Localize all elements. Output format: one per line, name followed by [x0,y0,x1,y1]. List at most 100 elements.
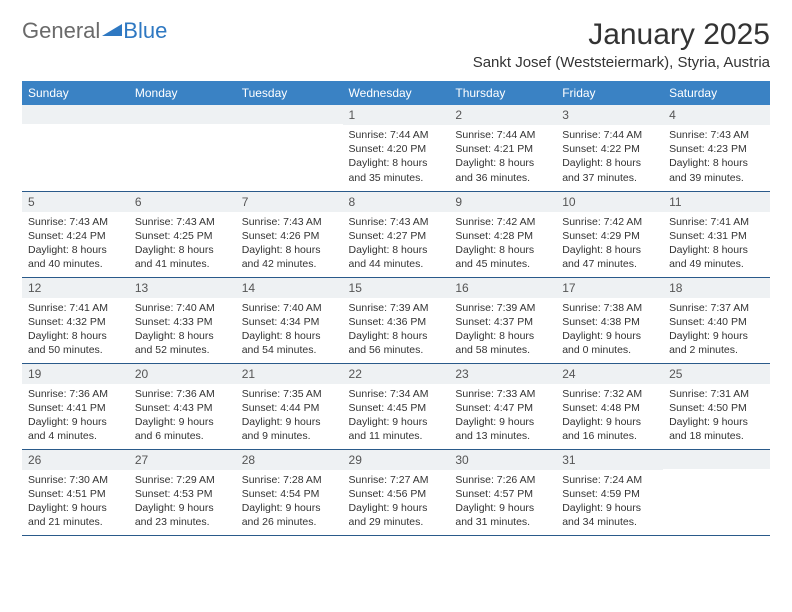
day-cell: 12Sunrise: 7:41 AMSunset: 4:32 PMDayligh… [22,277,129,363]
day-content: Sunrise: 7:29 AMSunset: 4:53 PMDaylight:… [129,470,236,535]
day-content: Sunrise: 7:43 AMSunset: 4:23 PMDaylight:… [663,125,770,190]
day-number [663,450,770,469]
logo: General Blue [22,18,167,44]
day-content: Sunrise: 7:41 AMSunset: 4:32 PMDaylight:… [22,298,129,363]
day-number: 10 [556,192,663,212]
day-number: 30 [449,450,556,470]
week-row: 5Sunrise: 7:43 AMSunset: 4:24 PMDaylight… [22,191,770,277]
day-number: 1 [343,105,450,125]
day-content: Sunrise: 7:41 AMSunset: 4:31 PMDaylight:… [663,212,770,277]
day-cell: 11Sunrise: 7:41 AMSunset: 4:31 PMDayligh… [663,191,770,277]
day-number: 23 [449,364,556,384]
day-cell: 1Sunrise: 7:44 AMSunset: 4:20 PMDaylight… [343,105,450,191]
day-content: Sunrise: 7:44 AMSunset: 4:20 PMDaylight:… [343,125,450,190]
day-cell: 21Sunrise: 7:35 AMSunset: 4:44 PMDayligh… [236,363,343,449]
day-content: Sunrise: 7:42 AMSunset: 4:29 PMDaylight:… [556,212,663,277]
weekday-header: Monday [129,81,236,105]
day-content: Sunrise: 7:30 AMSunset: 4:51 PMDaylight:… [22,470,129,535]
day-number [236,105,343,124]
day-content: Sunrise: 7:37 AMSunset: 4:40 PMDaylight:… [663,298,770,363]
logo-text-blue: Blue [123,18,167,44]
calendar-body: 1Sunrise: 7:44 AMSunset: 4:20 PMDaylight… [22,105,770,535]
day-content: Sunrise: 7:43 AMSunset: 4:25 PMDaylight:… [129,212,236,277]
day-cell: 19Sunrise: 7:36 AMSunset: 4:41 PMDayligh… [22,363,129,449]
day-content: Sunrise: 7:44 AMSunset: 4:22 PMDaylight:… [556,125,663,190]
day-content: Sunrise: 7:43 AMSunset: 4:26 PMDaylight:… [236,212,343,277]
day-content: Sunrise: 7:26 AMSunset: 4:57 PMDaylight:… [449,470,556,535]
weekday-header: Sunday [22,81,129,105]
day-number [22,105,129,124]
day-content: Sunrise: 7:43 AMSunset: 4:27 PMDaylight:… [343,212,450,277]
day-number: 26 [22,450,129,470]
day-content: Sunrise: 7:27 AMSunset: 4:56 PMDaylight:… [343,470,450,535]
day-number: 24 [556,364,663,384]
weekday-header: Friday [556,81,663,105]
day-number: 29 [343,450,450,470]
day-content: Sunrise: 7:31 AMSunset: 4:50 PMDaylight:… [663,384,770,449]
day-number: 19 [22,364,129,384]
day-cell: 5Sunrise: 7:43 AMSunset: 4:24 PMDaylight… [22,191,129,277]
day-cell: 25Sunrise: 7:31 AMSunset: 4:50 PMDayligh… [663,363,770,449]
day-number: 22 [343,364,450,384]
weekday-header-row: Sunday Monday Tuesday Wednesday Thursday… [22,81,770,105]
day-content: Sunrise: 7:42 AMSunset: 4:28 PMDaylight:… [449,212,556,277]
day-number: 25 [663,364,770,384]
day-number: 3 [556,105,663,125]
weekday-header: Thursday [449,81,556,105]
day-cell: 29Sunrise: 7:27 AMSunset: 4:56 PMDayligh… [343,449,450,535]
day-cell: 17Sunrise: 7:38 AMSunset: 4:38 PMDayligh… [556,277,663,363]
day-cell [22,105,129,191]
day-number: 7 [236,192,343,212]
day-cell: 26Sunrise: 7:30 AMSunset: 4:51 PMDayligh… [22,449,129,535]
day-number: 17 [556,278,663,298]
day-cell: 14Sunrise: 7:40 AMSunset: 4:34 PMDayligh… [236,277,343,363]
day-content: Sunrise: 7:39 AMSunset: 4:37 PMDaylight:… [449,298,556,363]
day-content: Sunrise: 7:34 AMSunset: 4:45 PMDaylight:… [343,384,450,449]
day-cell: 13Sunrise: 7:40 AMSunset: 4:33 PMDayligh… [129,277,236,363]
day-cell [236,105,343,191]
weekday-header: Tuesday [236,81,343,105]
day-content: Sunrise: 7:39 AMSunset: 4:36 PMDaylight:… [343,298,450,363]
day-number [129,105,236,124]
day-cell: 2Sunrise: 7:44 AMSunset: 4:21 PMDaylight… [449,105,556,191]
logo-text-general: General [22,18,100,44]
header: General Blue January 2025 Sankt Josef (W… [22,18,770,71]
day-number: 8 [343,192,450,212]
day-cell: 7Sunrise: 7:43 AMSunset: 4:26 PMDaylight… [236,191,343,277]
day-number: 20 [129,364,236,384]
week-row: 12Sunrise: 7:41 AMSunset: 4:32 PMDayligh… [22,277,770,363]
day-cell: 9Sunrise: 7:42 AMSunset: 4:28 PMDaylight… [449,191,556,277]
weekday-header: Saturday [663,81,770,105]
day-number: 5 [22,192,129,212]
month-title: January 2025 [473,18,770,52]
day-number: 9 [449,192,556,212]
day-cell: 4Sunrise: 7:43 AMSunset: 4:23 PMDaylight… [663,105,770,191]
day-number: 27 [129,450,236,470]
day-cell: 6Sunrise: 7:43 AMSunset: 4:25 PMDaylight… [129,191,236,277]
day-number: 16 [449,278,556,298]
day-content: Sunrise: 7:32 AMSunset: 4:48 PMDaylight:… [556,384,663,449]
day-number: 18 [663,278,770,298]
day-number: 14 [236,278,343,298]
day-content: Sunrise: 7:40 AMSunset: 4:33 PMDaylight:… [129,298,236,363]
week-row: 19Sunrise: 7:36 AMSunset: 4:41 PMDayligh… [22,363,770,449]
calendar-table: Sunday Monday Tuesday Wednesday Thursday… [22,81,770,536]
day-cell: 24Sunrise: 7:32 AMSunset: 4:48 PMDayligh… [556,363,663,449]
day-cell: 30Sunrise: 7:26 AMSunset: 4:57 PMDayligh… [449,449,556,535]
day-cell: 28Sunrise: 7:28 AMSunset: 4:54 PMDayligh… [236,449,343,535]
day-content: Sunrise: 7:35 AMSunset: 4:44 PMDaylight:… [236,384,343,449]
day-content: Sunrise: 7:28 AMSunset: 4:54 PMDaylight:… [236,470,343,535]
day-content: Sunrise: 7:43 AMSunset: 4:24 PMDaylight:… [22,212,129,277]
day-content: Sunrise: 7:38 AMSunset: 4:38 PMDaylight:… [556,298,663,363]
day-cell: 20Sunrise: 7:36 AMSunset: 4:43 PMDayligh… [129,363,236,449]
day-cell: 23Sunrise: 7:33 AMSunset: 4:47 PMDayligh… [449,363,556,449]
day-number: 6 [129,192,236,212]
day-number: 21 [236,364,343,384]
day-number: 11 [663,192,770,212]
day-content: Sunrise: 7:44 AMSunset: 4:21 PMDaylight:… [449,125,556,190]
title-block: January 2025 Sankt Josef (Weststeiermark… [473,18,770,71]
day-number: 2 [449,105,556,125]
day-number: 12 [22,278,129,298]
day-cell [129,105,236,191]
day-content: Sunrise: 7:24 AMSunset: 4:59 PMDaylight:… [556,470,663,535]
